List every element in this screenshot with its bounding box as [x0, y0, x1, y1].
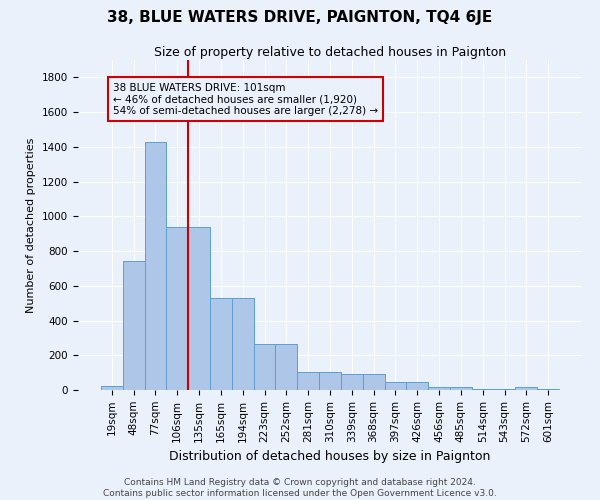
- Text: 38, BLUE WATERS DRIVE, PAIGNTON, TQ4 6JE: 38, BLUE WATERS DRIVE, PAIGNTON, TQ4 6JE: [107, 10, 493, 25]
- Bar: [188, 226, 210, 390]
- Bar: [275, 344, 297, 390]
- Text: 38 BLUE WATERS DRIVE: 101sqm
← 46% of detached houses are smaller (1,920)
54% of: 38 BLUE WATERS DRIVE: 101sqm ← 46% of de…: [113, 82, 378, 116]
- Bar: [515, 388, 537, 390]
- Bar: [537, 389, 559, 390]
- Bar: [406, 382, 428, 390]
- Bar: [210, 298, 232, 390]
- Bar: [166, 226, 188, 390]
- Bar: [428, 386, 450, 390]
- Y-axis label: Number of detached properties: Number of detached properties: [26, 138, 37, 312]
- Bar: [101, 386, 123, 390]
- Bar: [494, 389, 515, 390]
- Bar: [363, 374, 385, 390]
- Bar: [123, 262, 145, 390]
- Bar: [450, 386, 472, 390]
- Bar: [145, 142, 166, 390]
- Bar: [232, 298, 254, 390]
- X-axis label: Distribution of detached houses by size in Paignton: Distribution of detached houses by size …: [169, 450, 491, 463]
- Title: Size of property relative to detached houses in Paignton: Size of property relative to detached ho…: [154, 46, 506, 59]
- Bar: [472, 389, 494, 390]
- Bar: [254, 344, 275, 390]
- Bar: [341, 374, 363, 390]
- Bar: [319, 372, 341, 390]
- Bar: [385, 382, 406, 390]
- Bar: [297, 372, 319, 390]
- Text: Contains HM Land Registry data © Crown copyright and database right 2024.
Contai: Contains HM Land Registry data © Crown c…: [103, 478, 497, 498]
